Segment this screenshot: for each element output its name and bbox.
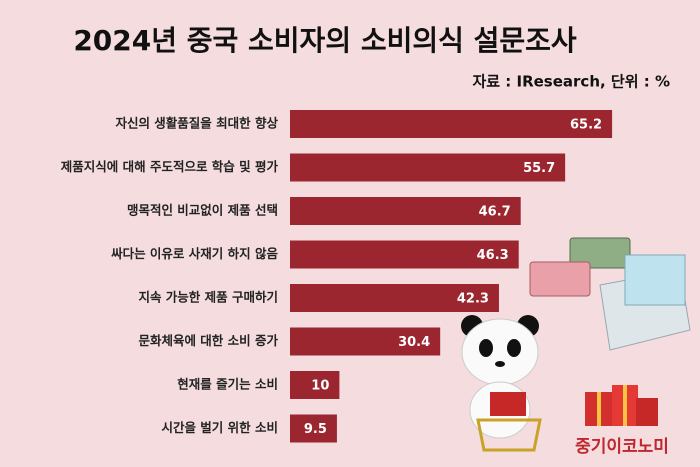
bar (290, 371, 340, 399)
value-label: 46.3 (477, 248, 509, 263)
value-label: 10 (311, 379, 329, 394)
bar (290, 240, 519, 269)
category-label: 현재를 즐기는 소비 (177, 377, 278, 392)
category-label: 자신의 생활품질을 최대한 향상 (115, 116, 278, 131)
category-label: 싸다는 이유로 사재기 하지 않음 (111, 246, 278, 261)
bar (290, 153, 566, 182)
chart-subtitle: 자료 : IResearch, 단위 : % (472, 73, 670, 91)
value-label: 9.5 (304, 422, 327, 437)
bar (290, 327, 441, 356)
value-label: 30.4 (398, 335, 430, 350)
value-label: 42.3 (457, 292, 489, 307)
value-label: 55.7 (523, 161, 555, 176)
value-label: 46.7 (479, 205, 511, 220)
bar (290, 414, 337, 443)
decoration-money (529, 237, 691, 351)
decoration-panda (461, 315, 542, 452)
value-label: 65.2 (570, 118, 602, 133)
category-label: 제품지식에 대해 주도적으로 학습 및 평가 (61, 159, 279, 174)
bar (290, 197, 521, 225)
bar (290, 110, 613, 138)
decoration-gifts (585, 385, 658, 426)
category-label: 맹목적인 비교없이 제품 선택 (127, 203, 278, 218)
category-label: 시간을 벌기 위한 소비 (161, 420, 278, 435)
chart-title: 2024년 중국 소비자의 소비의식 설문조사 (73, 24, 577, 57)
brand: 중기이코노미 (575, 437, 669, 457)
category-label: 문화체육에 대한 소비 증가 (138, 333, 278, 348)
category-label: 지속 가능한 제품 구매하기 (138, 290, 278, 305)
bar (290, 284, 499, 312)
